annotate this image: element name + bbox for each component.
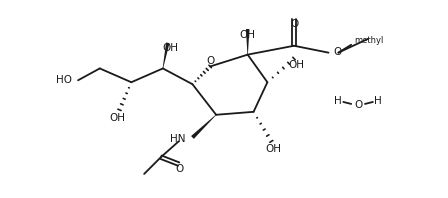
Polygon shape — [163, 43, 169, 69]
Text: O: O — [291, 19, 299, 29]
Text: OH: OH — [265, 144, 281, 154]
Text: O: O — [176, 164, 184, 174]
Text: OH: OH — [240, 30, 256, 40]
Text: O: O — [333, 47, 342, 57]
Text: H: H — [374, 96, 382, 106]
Text: HN: HN — [170, 134, 185, 144]
Polygon shape — [246, 29, 250, 55]
Text: methyl: methyl — [354, 36, 383, 45]
Text: OH: OH — [288, 60, 304, 70]
Polygon shape — [191, 115, 216, 139]
Text: OH: OH — [109, 113, 125, 123]
Text: OH: OH — [163, 43, 179, 53]
Text: O: O — [206, 56, 214, 66]
Text: H: H — [335, 96, 342, 106]
Text: HO: HO — [56, 75, 72, 85]
Text: O: O — [354, 100, 362, 110]
